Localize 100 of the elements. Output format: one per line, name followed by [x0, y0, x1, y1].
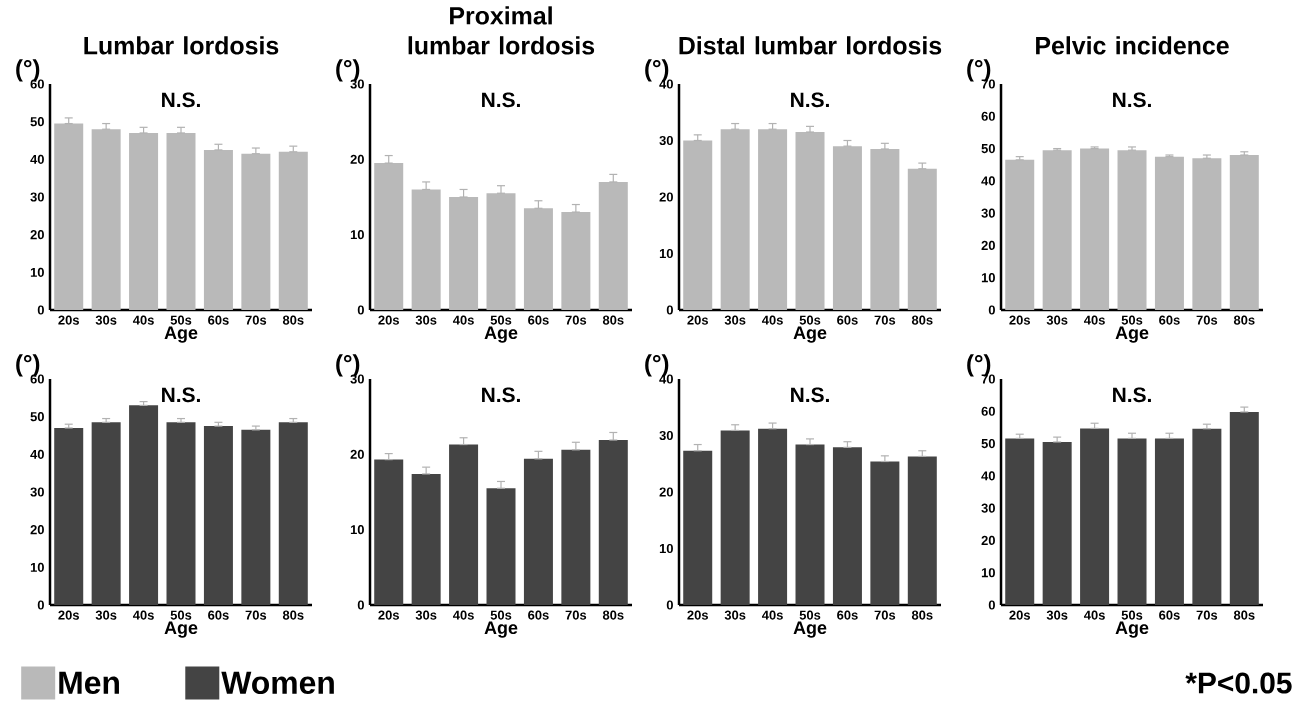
x-axis-title: Age — [164, 621, 198, 638]
y-tick-label: 0 — [666, 305, 673, 315]
bar — [1117, 438, 1147, 605]
bar — [1005, 159, 1035, 310]
y-tick-label: 40 — [30, 449, 44, 459]
bar — [1005, 438, 1035, 605]
x-tick-label: 50s — [490, 315, 512, 325]
x-tick-label: 60s — [837, 315, 858, 325]
y-tick-label: 40 — [981, 176, 995, 186]
x-tick-label: 80s — [602, 315, 624, 325]
bar — [278, 151, 308, 310]
bar — [1042, 441, 1072, 605]
bar — [907, 168, 937, 310]
bar — [907, 456, 937, 605]
y-tick-label: 0 — [988, 600, 995, 610]
y-tick-label: 10 — [30, 562, 44, 572]
x-tick-label: 50s — [170, 610, 192, 620]
x-tick-label: 60s — [208, 610, 229, 620]
y-tick-label: 20 — [981, 535, 995, 546]
y-tick-label: 60 — [981, 406, 995, 416]
bar — [561, 449, 591, 605]
bar — [561, 212, 591, 310]
y-tick-label: 0 — [357, 305, 364, 315]
annotation: N.S. — [791, 92, 829, 108]
bar — [166, 132, 196, 310]
x-tick-label: 80s — [911, 315, 933, 325]
x-tick-label: 20s — [687, 315, 708, 325]
x-tick-label: 40s — [761, 610, 783, 620]
x-tick-label: 50s — [1121, 610, 1143, 620]
bar — [1229, 155, 1259, 310]
x-tick-label: 30s — [95, 315, 117, 325]
bar — [598, 440, 628, 605]
bar — [54, 427, 84, 605]
y-tick-label: 10 — [981, 273, 995, 283]
x-axis-title: Age — [793, 326, 827, 343]
x-tick-label: 30s — [1046, 610, 1068, 620]
y-tick-label: 10 — [350, 230, 364, 240]
y-tick-label: 0 — [37, 600, 44, 610]
y-tick-label: 20 — [350, 449, 364, 459]
bar — [1192, 158, 1222, 310]
y-tick-label: 0 — [37, 305, 44, 315]
x-tick-label: 60s — [528, 610, 549, 620]
bar — [523, 458, 553, 605]
bar — [598, 181, 628, 310]
x-axis-title: Age — [1115, 621, 1149, 638]
bar — [870, 148, 900, 310]
y-tick-label: 50 — [30, 117, 44, 127]
y-tick-label: 20 — [659, 487, 673, 497]
bar — [129, 132, 159, 310]
y-tick-label: 10 — [350, 525, 364, 535]
x-tick-label: 70s — [1196, 610, 1218, 620]
bar — [1080, 148, 1110, 310]
x-tick-label: 30s — [95, 610, 117, 620]
x-axis-title: Age — [164, 326, 198, 343]
y-tick-label: 30 — [659, 135, 673, 146]
x-axis-title: Age — [1115, 326, 1149, 343]
y-tick-label: 50 — [981, 438, 995, 449]
y-tick-label: 20 — [30, 230, 44, 240]
y-tick-label: 10 — [659, 543, 673, 554]
bar — [832, 447, 862, 605]
y-tick-label: 20 — [30, 525, 44, 535]
bar — [758, 428, 788, 605]
x-tick-label: 70s — [565, 315, 587, 325]
chart-title: Proximal lumbar lordosis — [408, 6, 595, 55]
x-tick-label: 50s — [799, 315, 821, 325]
bar — [1229, 411, 1259, 605]
bar — [241, 429, 271, 605]
y-tick-label: 30 — [30, 487, 44, 497]
bar — [720, 430, 750, 605]
y-tick-label: 30 — [30, 192, 44, 202]
bar — [166, 422, 196, 605]
y-tick-label: 10 — [981, 568, 995, 578]
x-tick-label: 20s — [1009, 610, 1030, 620]
bar — [1154, 438, 1184, 605]
bar — [203, 149, 233, 310]
x-tick-label: 50s — [490, 610, 512, 620]
y-tick-label: 20 — [659, 192, 673, 202]
x-tick-label: 30s — [1046, 315, 1068, 325]
bar — [129, 405, 159, 605]
x-tick-label: 20s — [378, 315, 399, 325]
bar — [1192, 428, 1222, 605]
bar — [449, 444, 479, 605]
x-axis-title: Age — [484, 326, 518, 343]
chart-title: Lumbar lordosis — [84, 36, 279, 55]
x-tick-label: 70s — [874, 315, 896, 325]
x-tick-label: 30s — [724, 315, 746, 325]
x-tick-label: 60s — [837, 610, 858, 620]
bar — [91, 422, 121, 605]
x-tick-label: 70s — [1196, 315, 1218, 325]
x-tick-label: 30s — [724, 610, 746, 620]
bar — [1154, 156, 1184, 310]
y-tick-label: 10 — [659, 248, 673, 259]
y-tick-label: 10 — [30, 267, 44, 277]
bar — [683, 450, 713, 605]
x-tick-label: 80s — [602, 610, 624, 620]
x-tick-label: 60s — [208, 315, 229, 325]
bar — [1080, 428, 1110, 605]
x-tick-label: 20s — [58, 610, 79, 620]
x-tick-label: 30s — [415, 315, 437, 325]
bar — [203, 426, 233, 605]
